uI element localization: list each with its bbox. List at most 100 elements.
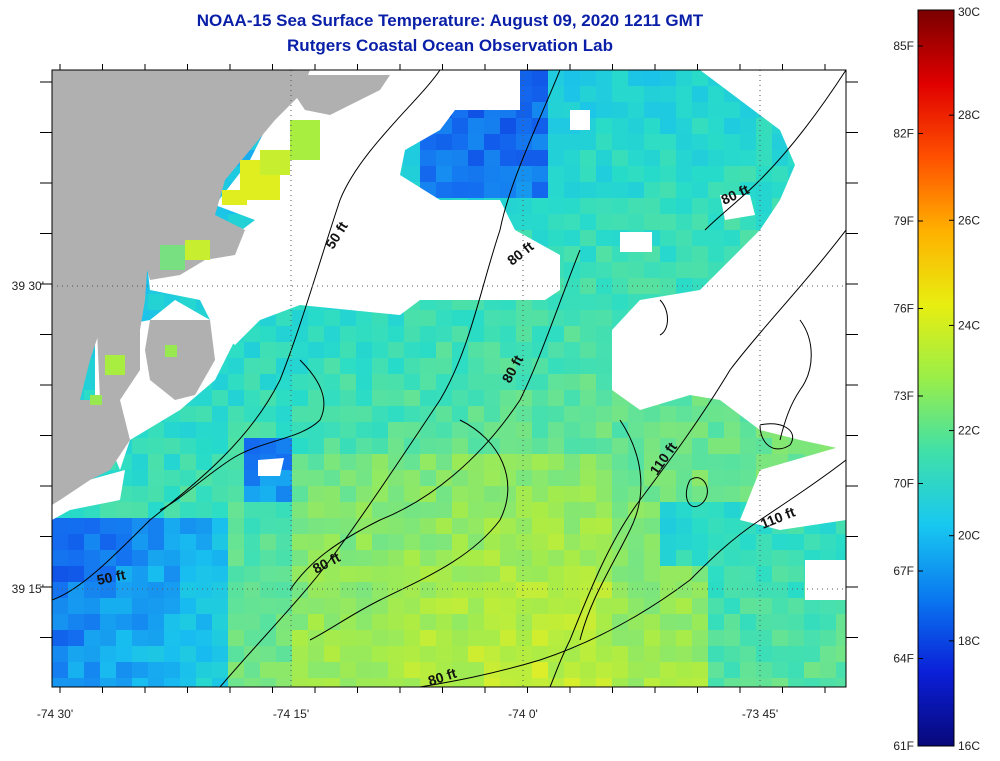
sst-pixel <box>468 310 485 327</box>
sst-pixel <box>292 390 309 407</box>
sst-pixel <box>532 534 549 551</box>
sst-pixel <box>340 630 357 647</box>
sst-pixel <box>436 182 453 199</box>
sst-pixel <box>644 86 661 103</box>
sst-pixel <box>628 166 645 183</box>
sst-pixel <box>612 70 629 87</box>
sst-pixel <box>612 118 629 135</box>
sst-pixel <box>212 678 229 687</box>
map-frame <box>51 69 847 688</box>
sst-pixel <box>676 86 693 103</box>
sst-pixel <box>772 662 789 679</box>
sst-pixel <box>596 662 613 679</box>
sst-pixel <box>132 486 149 503</box>
sst-pixel <box>596 390 613 407</box>
sst-pixel <box>292 550 309 567</box>
sst-pixel <box>676 486 693 503</box>
sst-pixel <box>756 614 773 631</box>
sst-pixel <box>404 310 421 327</box>
sst-pixel <box>148 662 165 679</box>
sst-pixel <box>580 614 597 631</box>
sst-pixel <box>212 486 229 503</box>
sst-pixel <box>580 598 597 615</box>
sst-pixel <box>52 678 69 687</box>
sst-pixel <box>148 582 165 599</box>
sst-pixel <box>436 614 453 631</box>
sst-pixel <box>180 614 197 631</box>
sst-pixel <box>692 422 709 439</box>
sst-pixel <box>580 358 597 375</box>
sst-pixel <box>676 566 693 583</box>
colorbar-f-label: 61F <box>893 739 914 753</box>
sst-pixel <box>404 614 421 631</box>
sst-pixel <box>148 550 165 567</box>
sst-pixel <box>308 326 325 343</box>
sst-pixel <box>532 70 549 87</box>
sst-pixel <box>372 438 389 455</box>
sst-pixel <box>212 598 229 615</box>
sst-pixel <box>660 534 677 551</box>
sst-pixel <box>164 582 181 599</box>
sst-pixel <box>308 502 325 519</box>
sst-pixel <box>676 70 693 87</box>
sst-pixel <box>164 566 181 583</box>
sst-pixel <box>228 678 245 687</box>
sst-pixel <box>164 614 181 631</box>
sst-pixel <box>468 534 485 551</box>
sst-pixel <box>532 486 549 503</box>
sst-pixel <box>100 582 117 599</box>
sst-pixel <box>180 422 197 439</box>
sst-pixel <box>228 374 245 391</box>
sst-pixel <box>516 390 533 407</box>
sst-pixel <box>228 614 245 631</box>
sst-pixel <box>532 310 549 327</box>
sst-pixel <box>660 214 677 231</box>
sst-pixel <box>516 102 533 119</box>
sst-pixel <box>420 470 437 487</box>
sst-pixel <box>628 662 645 679</box>
sst-pixel <box>516 582 533 599</box>
sst-pixel <box>308 662 325 679</box>
sst-pixel <box>436 438 453 455</box>
sst-pixel <box>756 646 773 663</box>
sst-pixel <box>228 438 245 455</box>
sst-pixel <box>324 390 341 407</box>
sst-pixel <box>100 534 117 551</box>
sst-pixel <box>692 582 709 599</box>
sst-pixel <box>788 678 805 687</box>
sst-pixel <box>372 678 389 687</box>
sst-pixel <box>516 470 533 487</box>
sst-pixel <box>452 534 469 551</box>
sst-pixel <box>756 678 773 687</box>
sst-pixel <box>548 326 565 343</box>
sst-pixel <box>260 614 277 631</box>
sst-pixel <box>612 470 629 487</box>
sst-pixel <box>596 422 613 439</box>
sst-pixel <box>676 678 693 687</box>
sst-pixel <box>644 166 661 183</box>
sst-pixel <box>628 134 645 151</box>
sst-pixel <box>340 486 357 503</box>
sst-pixel <box>564 534 581 551</box>
sst-pixel <box>596 582 613 599</box>
sst-pixel <box>516 358 533 375</box>
sst-pixel <box>532 582 549 599</box>
sst-pixel <box>324 582 341 599</box>
sst-pixel <box>468 566 485 583</box>
sst-pixel <box>468 582 485 599</box>
sst-pixel <box>452 182 469 199</box>
sst-pixel <box>276 486 293 503</box>
sst-pixel <box>596 646 613 663</box>
sst-pixel <box>484 150 501 167</box>
y-tick-label: 39 15' <box>12 582 44 596</box>
sst-pixel <box>724 630 741 647</box>
sst-pixel <box>532 598 549 615</box>
sst-pixel <box>596 630 613 647</box>
sst-pixel <box>52 662 69 679</box>
sst-pixel <box>132 630 149 647</box>
sst-pixel <box>436 646 453 663</box>
sst-pixel <box>356 374 373 391</box>
sst-pixel <box>708 502 725 519</box>
sst-pixel <box>596 534 613 551</box>
sst-pixel <box>692 230 709 247</box>
